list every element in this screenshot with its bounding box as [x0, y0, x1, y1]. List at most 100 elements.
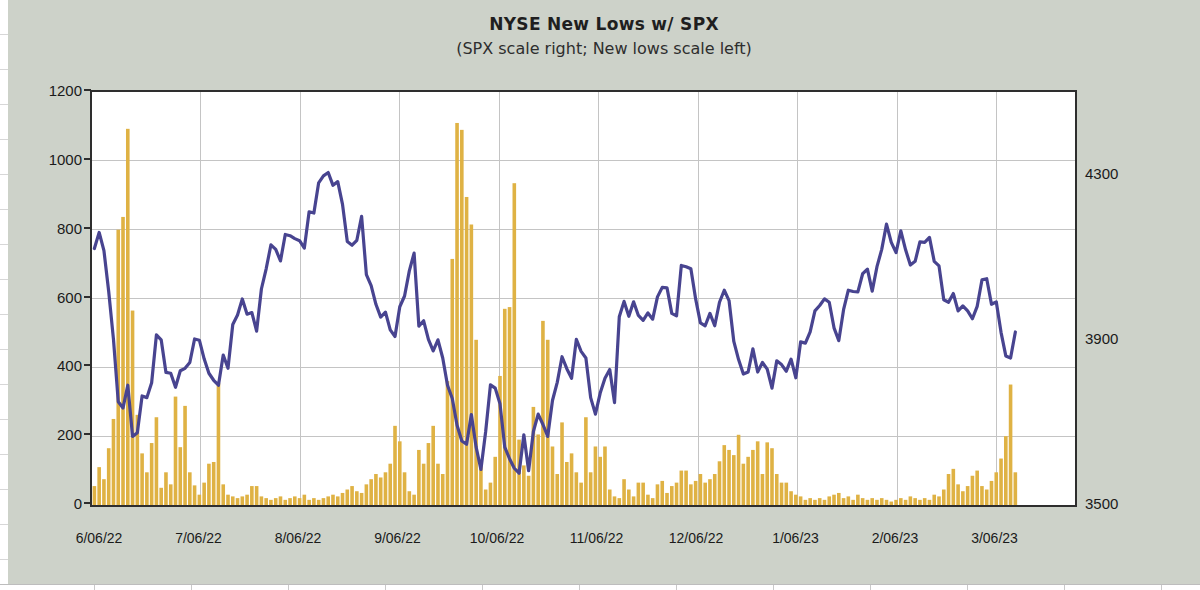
x-tick-label: 2/06/23	[853, 530, 937, 546]
new-lows-bar	[1014, 472, 1018, 505]
new-lows-bar	[947, 474, 951, 505]
new-lows-bar	[198, 495, 202, 505]
new-lows-bar	[994, 472, 998, 505]
new-lows-bar	[465, 197, 469, 505]
new-lows-bar	[637, 483, 641, 505]
new-lows-bar	[441, 474, 445, 505]
new-lows-bar	[336, 496, 340, 505]
new-lows-bar	[999, 459, 1003, 505]
new-lows-bar	[379, 477, 383, 505]
new-lows-bar	[680, 471, 684, 505]
new-lows-bar	[670, 486, 674, 505]
new-lows-bar	[966, 486, 970, 505]
new-lows-bar	[656, 484, 660, 505]
x-tick-label: 7/06/22	[157, 530, 241, 546]
y-right-tick-label: 4300	[1085, 166, 1141, 182]
y-right-tick-label: 3900	[1085, 331, 1141, 347]
x-tick-label: 10/06/22	[455, 530, 539, 546]
x-tick-label: 12/06/22	[654, 530, 738, 546]
y-axis-tick	[84, 158, 91, 160]
new-lows-bar	[584, 417, 588, 505]
new-lows-bar	[660, 481, 664, 505]
plot-area	[90, 90, 1077, 507]
new-lows-bar	[851, 500, 855, 505]
new-lows-bar	[460, 130, 464, 505]
new-lows-bar	[331, 495, 335, 505]
new-lows-bar	[360, 493, 364, 505]
new-lows-bar	[307, 500, 311, 505]
new-lows-bar	[513, 183, 517, 505]
new-lows-bar	[212, 462, 216, 505]
new-lows-bar	[608, 490, 612, 505]
y-axis-tick	[84, 433, 91, 435]
worksheet-bottom-cells	[0, 584, 1200, 590]
new-lows-bar	[775, 474, 779, 505]
new-lows-bar	[799, 496, 803, 505]
new-lows-bar	[369, 479, 373, 505]
new-lows-bar	[436, 464, 440, 505]
new-lows-bar	[355, 491, 359, 505]
new-lows-bar	[990, 481, 994, 505]
new-lows-bar	[975, 471, 979, 505]
new-lows-bar	[455, 123, 459, 505]
new-lows-bar	[689, 484, 693, 505]
new-lows-bar	[551, 446, 555, 505]
new-lows-bar	[837, 493, 841, 505]
new-lows-bar	[751, 450, 755, 505]
y-axis-tick	[84, 502, 91, 504]
new-lows-bar	[589, 472, 593, 505]
new-lows-bar	[508, 307, 512, 505]
new-lows-bar	[899, 498, 903, 505]
new-lows-bar	[112, 419, 116, 505]
new-lows-bar	[241, 496, 245, 505]
new-lows-bar	[474, 340, 478, 505]
new-lows-bar	[932, 495, 936, 505]
new-lows-bar	[269, 500, 273, 505]
new-lows-bar	[145, 472, 149, 505]
new-lows-bar	[756, 441, 760, 505]
new-lows-bar	[708, 479, 712, 505]
new-lows-bar	[827, 496, 831, 505]
new-lows-bar	[918, 500, 922, 505]
new-lows-bar	[183, 406, 187, 505]
new-lows-bar	[283, 500, 287, 505]
new-lows-bar	[785, 483, 789, 505]
new-lows-bar	[570, 453, 574, 505]
new-lows-bar	[913, 498, 917, 505]
new-lows-bar	[928, 500, 932, 505]
spx-line	[94, 173, 1015, 474]
y-left-tick-label: 400	[16, 358, 82, 374]
new-lows-bar	[159, 488, 163, 505]
new-lows-bar	[393, 426, 397, 505]
new-lows-bar	[694, 481, 698, 505]
new-lows-bar	[942, 490, 946, 505]
new-lows-bar	[813, 500, 817, 505]
new-lows-bar	[140, 453, 144, 505]
new-lows-bar	[737, 435, 741, 505]
new-lows-bar	[842, 498, 846, 505]
new-lows-bar	[808, 498, 812, 505]
new-lows-bar	[422, 464, 426, 505]
new-lows-bar	[684, 471, 688, 505]
x-tick-label: 11/06/22	[555, 530, 639, 546]
y-left-tick-label: 0	[16, 496, 82, 512]
new-lows-bar	[622, 479, 626, 505]
new-lows-bar	[665, 493, 669, 505]
new-lows-bar	[178, 447, 182, 505]
new-lows-bar	[279, 496, 283, 505]
new-lows-bar	[961, 491, 965, 505]
new-lows-bar	[412, 495, 416, 505]
new-lows-bar	[847, 496, 851, 505]
chart-object[interactable]: NYSE New Lows w/ SPX (SPX scale right; N…	[8, 0, 1200, 584]
y-left-tick-label: 800	[16, 221, 82, 237]
new-lows-bar	[555, 474, 559, 505]
new-lows-bar	[341, 493, 345, 505]
new-lows-bar	[408, 491, 412, 505]
new-lows-bar	[794, 495, 798, 505]
new-lows-bar	[579, 483, 583, 505]
y-right-tick-label: 3500	[1085, 496, 1141, 512]
new-lows-bar	[350, 486, 354, 505]
new-lows-bar	[126, 129, 130, 505]
x-tick-label: 6/06/22	[57, 530, 141, 546]
y-axis-tick	[84, 364, 91, 366]
